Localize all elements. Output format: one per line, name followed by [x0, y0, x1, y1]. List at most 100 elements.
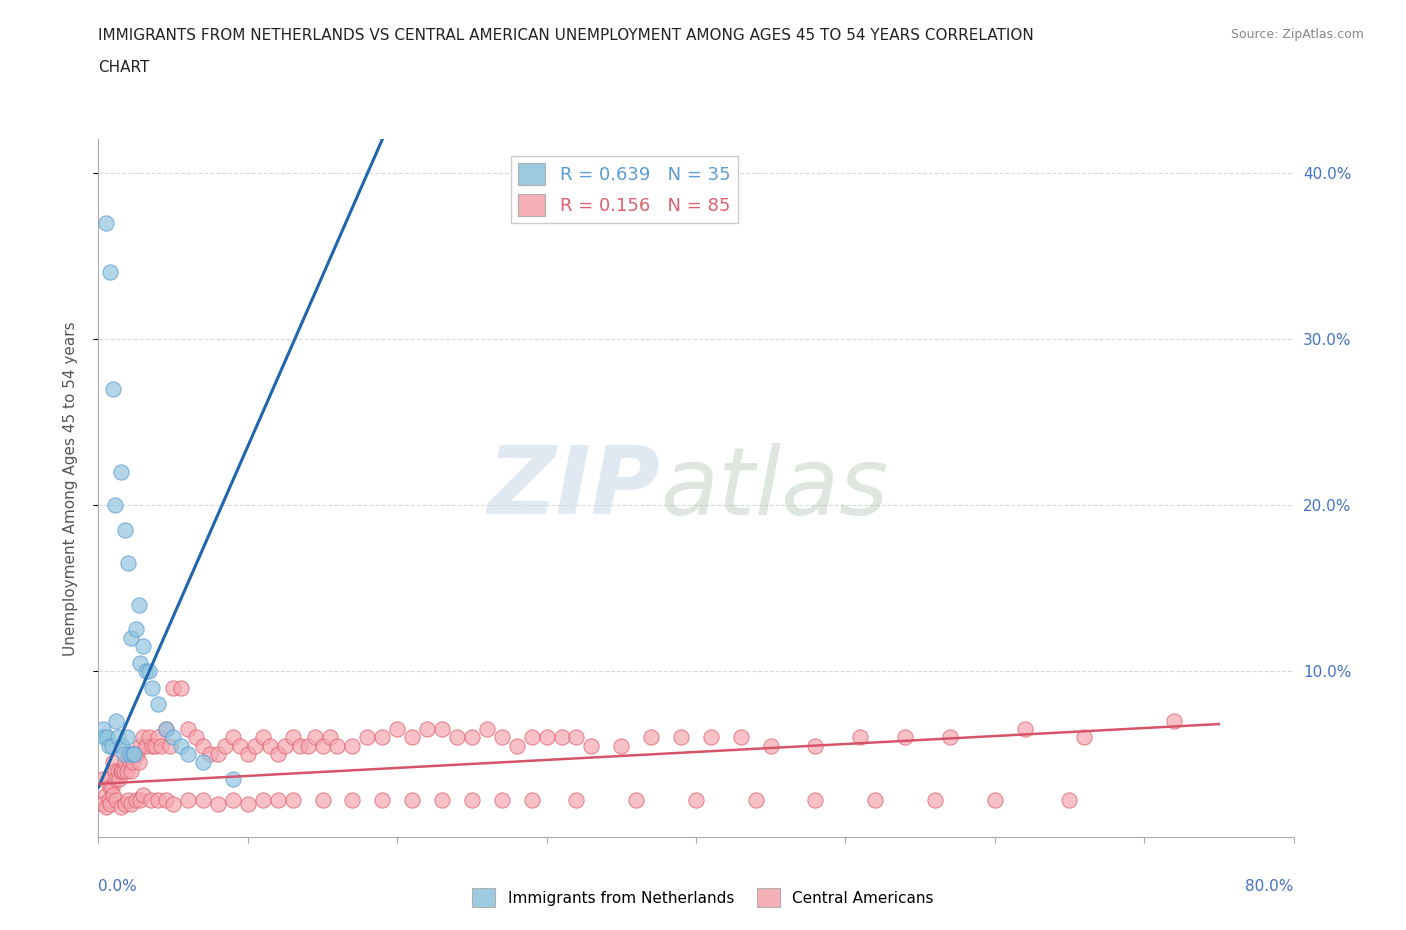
- Point: [107, 730, 129, 745]
- Point: [191, 793, 214, 808]
- Point: [371, 793, 394, 808]
- Point: [91, 796, 114, 811]
- Point: [128, 755, 150, 770]
- Point: [104, 764, 127, 778]
- Point: [281, 730, 304, 745]
- Point: [132, 730, 155, 745]
- Point: [135, 738, 157, 753]
- Point: [114, 796, 136, 811]
- Point: [110, 800, 132, 815]
- Point: [97, 772, 120, 787]
- Point: [281, 793, 304, 808]
- Point: [111, 764, 134, 778]
- Point: [207, 747, 229, 762]
- Point: [319, 730, 342, 745]
- Point: [520, 730, 543, 745]
- Point: [371, 730, 394, 745]
- Point: [97, 738, 120, 753]
- Point: [669, 730, 692, 745]
- Point: [311, 793, 333, 808]
- Point: [536, 730, 558, 745]
- Point: [626, 793, 648, 808]
- Point: [115, 730, 138, 745]
- Point: [700, 730, 723, 745]
- Point: [159, 738, 181, 753]
- Point: [191, 755, 214, 770]
- Point: [117, 793, 139, 808]
- Point: [461, 730, 484, 745]
- Point: [506, 738, 529, 753]
- Point: [207, 796, 229, 811]
- Point: [565, 730, 588, 745]
- Point: [894, 730, 917, 745]
- Point: [94, 788, 117, 803]
- Point: [103, 755, 125, 770]
- Point: [222, 730, 245, 745]
- Point: [94, 800, 117, 815]
- Point: [461, 793, 484, 808]
- Text: CHART: CHART: [98, 60, 150, 75]
- Point: [430, 722, 453, 737]
- Point: [184, 730, 207, 745]
- Point: [491, 730, 513, 745]
- Point: [138, 663, 160, 678]
- Text: 0.0%: 0.0%: [98, 879, 138, 894]
- Point: [252, 793, 274, 808]
- Point: [685, 793, 707, 808]
- Point: [129, 738, 152, 753]
- Point: [125, 793, 148, 808]
- Point: [101, 738, 124, 753]
- Point: [155, 722, 177, 737]
- Point: [107, 764, 129, 778]
- Point: [730, 730, 752, 745]
- Point: [274, 738, 297, 753]
- Point: [110, 464, 132, 479]
- Point: [177, 722, 200, 737]
- Point: [121, 755, 143, 770]
- Point: [117, 555, 139, 570]
- Point: [1059, 793, 1081, 808]
- Point: [105, 793, 128, 808]
- Point: [148, 793, 170, 808]
- Point: [114, 523, 136, 538]
- Point: [103, 381, 125, 396]
- Point: [148, 697, 170, 711]
- Text: ZIP: ZIP: [488, 443, 661, 534]
- Point: [120, 764, 142, 778]
- Point: [640, 730, 662, 745]
- Point: [1163, 713, 1185, 728]
- Point: [97, 793, 120, 808]
- Point: [148, 730, 170, 745]
- Point: [117, 747, 139, 762]
- Point: [924, 793, 946, 808]
- Point: [127, 747, 149, 762]
- Point: [132, 639, 155, 654]
- Point: [155, 722, 177, 737]
- Point: [430, 793, 453, 808]
- Point: [125, 747, 148, 762]
- Point: [162, 730, 184, 745]
- Point: [214, 738, 236, 753]
- Point: [120, 796, 142, 811]
- Legend: R = 0.639   N = 35, R = 0.156   N = 85: R = 0.639 N = 35, R = 0.156 N = 85: [510, 155, 738, 223]
- Point: [114, 755, 136, 770]
- Point: [745, 793, 768, 808]
- Point: [111, 738, 134, 753]
- Point: [169, 680, 191, 695]
- Point: [581, 738, 603, 753]
- Point: [112, 764, 135, 778]
- Point: [416, 722, 439, 737]
- Point: [401, 793, 423, 808]
- Point: [475, 722, 498, 737]
- Point: [93, 730, 115, 745]
- Point: [128, 597, 150, 612]
- Point: [259, 738, 281, 753]
- Point: [141, 680, 163, 695]
- Point: [118, 755, 141, 770]
- Point: [252, 730, 274, 745]
- Text: IMMIGRANTS FROM NETHERLANDS VS CENTRAL AMERICAN UNEMPLOYMENT AMONG AGES 45 TO 54: IMMIGRANTS FROM NETHERLANDS VS CENTRAL A…: [98, 28, 1035, 43]
- Point: [939, 730, 962, 745]
- Point: [125, 622, 148, 637]
- Point: [288, 738, 311, 753]
- Point: [385, 722, 409, 737]
